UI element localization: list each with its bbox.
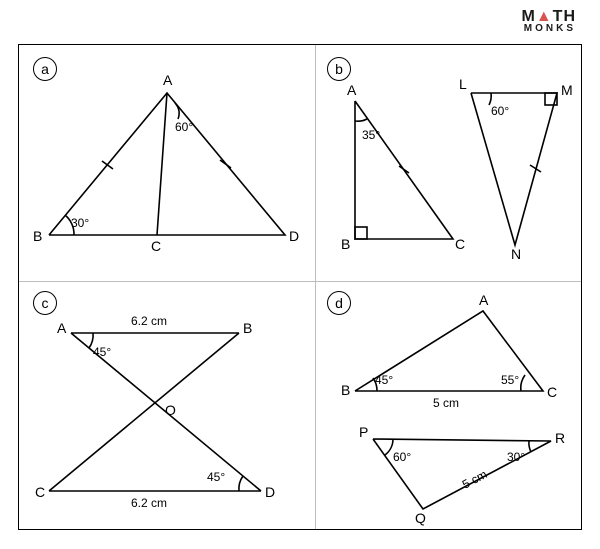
vertex-P: P	[359, 424, 368, 440]
panel-a: a A B C D 30° 60°	[19, 45, 315, 281]
vertex-O: O	[165, 402, 176, 418]
vertex-L: L	[459, 76, 467, 92]
vertex-C: C	[455, 236, 465, 252]
panel-b: b A B C L	[315, 45, 583, 281]
panel-b-diagram: A B C L M N 35° 60°	[315, 45, 583, 281]
angle-B: 45°	[375, 373, 393, 387]
vertex-Q: Q	[415, 510, 426, 526]
panel-c: c A B C D O 45° 45° 6.2	[19, 281, 315, 531]
vertex-N: N	[511, 246, 521, 262]
vertex-C: C	[151, 238, 161, 254]
vertex-B: B	[341, 382, 350, 398]
panel-d: d A B C P Q R 45° 55°	[315, 281, 583, 531]
logo-line2: MONKS	[522, 24, 577, 33]
angle-A: 60°	[175, 120, 193, 134]
angle-L: 60°	[491, 104, 509, 118]
vertex-M: M	[561, 82, 573, 98]
length-AB: 6.2 cm	[131, 314, 167, 328]
vertex-A: A	[57, 320, 67, 336]
panel-a-label: a	[33, 57, 57, 81]
vertex-B: B	[341, 236, 350, 252]
panel-d-label: d	[327, 291, 351, 315]
angle-P: 60°	[393, 450, 411, 464]
length-QR: 5 cm	[460, 467, 490, 492]
panel-c-label: c	[33, 291, 57, 315]
angle-R: 30°	[507, 450, 525, 464]
length-BC: 5 cm	[433, 396, 459, 410]
vertex-D: D	[265, 484, 275, 500]
panel-a-diagram: A B C D 30° 60°	[19, 45, 315, 281]
vertex-D: D	[289, 228, 299, 244]
vertex-A: A	[479, 292, 489, 308]
length-CD: 6.2 cm	[131, 496, 167, 510]
angle-D: 45°	[207, 470, 225, 484]
vertex-B: B	[33, 228, 42, 244]
vertex-R: R	[555, 430, 565, 446]
angle-C: 55°	[501, 373, 519, 387]
panel-b-label: b	[327, 57, 351, 81]
vertex-C: C	[35, 484, 45, 500]
angle-A: 35°	[362, 128, 380, 142]
vertex-B: B	[243, 320, 252, 336]
vertex-A: A	[347, 82, 357, 98]
panel-d-diagram: A B C P Q R 45° 55° 5 cm 60° 30° 5 cm	[315, 281, 583, 531]
figure-grid: a A B C D 30° 60°	[18, 44, 582, 530]
vertex-A: A	[163, 72, 173, 88]
vertex-C: C	[547, 384, 557, 400]
panel-c-diagram: A B C D O 45° 45° 6.2 cm 6.2 cm	[19, 281, 315, 531]
angle-A: 45°	[93, 345, 111, 359]
angle-B: 30°	[71, 216, 89, 230]
brand-logo: M▲TH MONKS	[522, 10, 577, 33]
